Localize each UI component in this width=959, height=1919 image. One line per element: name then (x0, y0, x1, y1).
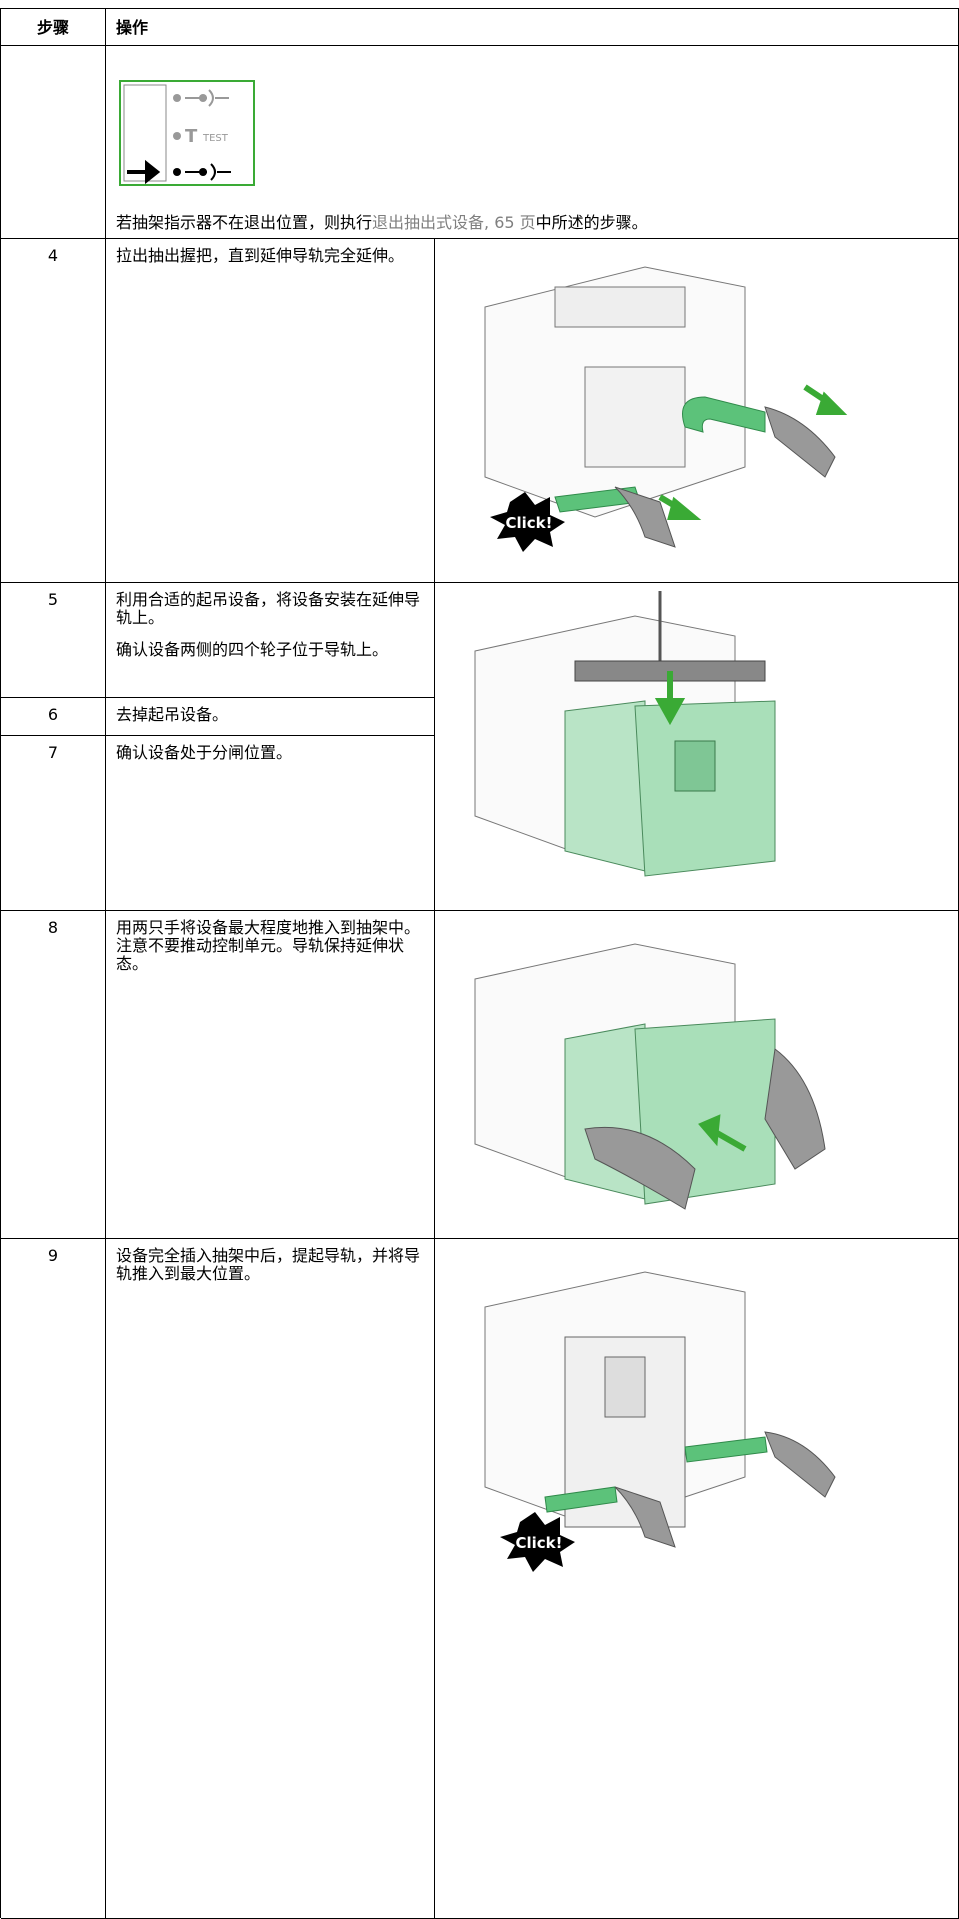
text: 中所述的步骤。 (535, 213, 648, 232)
header-cell: 操作 (106, 9, 959, 46)
step-number: 9 (1, 1239, 106, 1919)
cross-reference-link[interactable]: 退出抽出式设备, 65 页 (372, 213, 536, 232)
step-number: 8 (1, 911, 106, 1239)
icon-label: TEST (202, 133, 229, 144)
illustration: Click! (484, 266, 848, 552)
indicator-icon: T TEST (119, 80, 255, 186)
paragraph: 确认设备两侧的四个轮子位于导轨上。 (116, 640, 389, 659)
paragraph: 设备完全插入抽架中后，提起导轨，并将导轨推入到最大位置。 (116, 1246, 421, 1283)
step-text: 去掉起吊设备。 (106, 698, 435, 736)
svg-text:T: T (185, 126, 198, 147)
step-text: 用两只手将设备最大程度地推入到抽架中。注意不要推动控制单元。导轨保持延伸状态。 (106, 911, 435, 1239)
callout-label: Click! (506, 514, 553, 532)
callout-label: Click! (516, 1534, 563, 1552)
paragraph: 拉出抽出握把，直到延伸导轨完全延伸。 (116, 246, 405, 265)
illustration (474, 943, 826, 1210)
intro-text: 若抽架指示器不在退出位置，则执行退出抽出式设备, 65 页中所述的步骤。 (116, 214, 648, 232)
figure-cell (435, 583, 959, 911)
step-text: 确认设备处于分闸位置。 (106, 736, 435, 911)
paragraph: 用两只手将设备最大程度地推入到抽架中。注意不要推动控制单元。导轨保持延伸状态。 (116, 918, 421, 973)
text: 若抽架指示器不在退出位置，则执行 (116, 213, 373, 232)
illustration: Click! (484, 1271, 836, 1572)
header-cell: 步骤 (1, 9, 106, 46)
figure-cell: Click! (435, 239, 959, 583)
figure-cell (435, 911, 959, 1239)
empty-cell (1, 46, 106, 239)
step-number: 5 (1, 583, 106, 698)
paragraph: 确认设备处于分闸位置。 (116, 743, 293, 762)
intro-cell: T TEST 若抽架指示器不在退出位置，则执行退出抽出式设备, 65 页中所述的… (106, 46, 959, 239)
step-number: 4 (1, 239, 106, 583)
figure-cell: Click! (435, 1239, 959, 1919)
step-text: 拉出抽出握把，直到延伸导轨完全延伸。 (106, 239, 435, 583)
paragraph: 去掉起吊设备。 (116, 705, 229, 724)
procedure-table: 步骤 操作 T TEST 若抽架指示器不在退出位置，则执行退出抽出式设备, 65… (0, 8, 959, 1919)
step-number: 7 (1, 736, 106, 911)
paragraph: 利用合适的起吊设备，将设备安装在延伸导轨上。 (116, 590, 421, 627)
step-text: 设备完全插入抽架中后，提起导轨，并将导轨推入到最大位置。 (106, 1239, 435, 1919)
step-number: 6 (1, 698, 106, 736)
step-text: 利用合适的起吊设备，将设备安装在延伸导轨上。确认设备两侧的四个轮子位于导轨上。 (106, 583, 435, 698)
illustration (474, 591, 776, 877)
